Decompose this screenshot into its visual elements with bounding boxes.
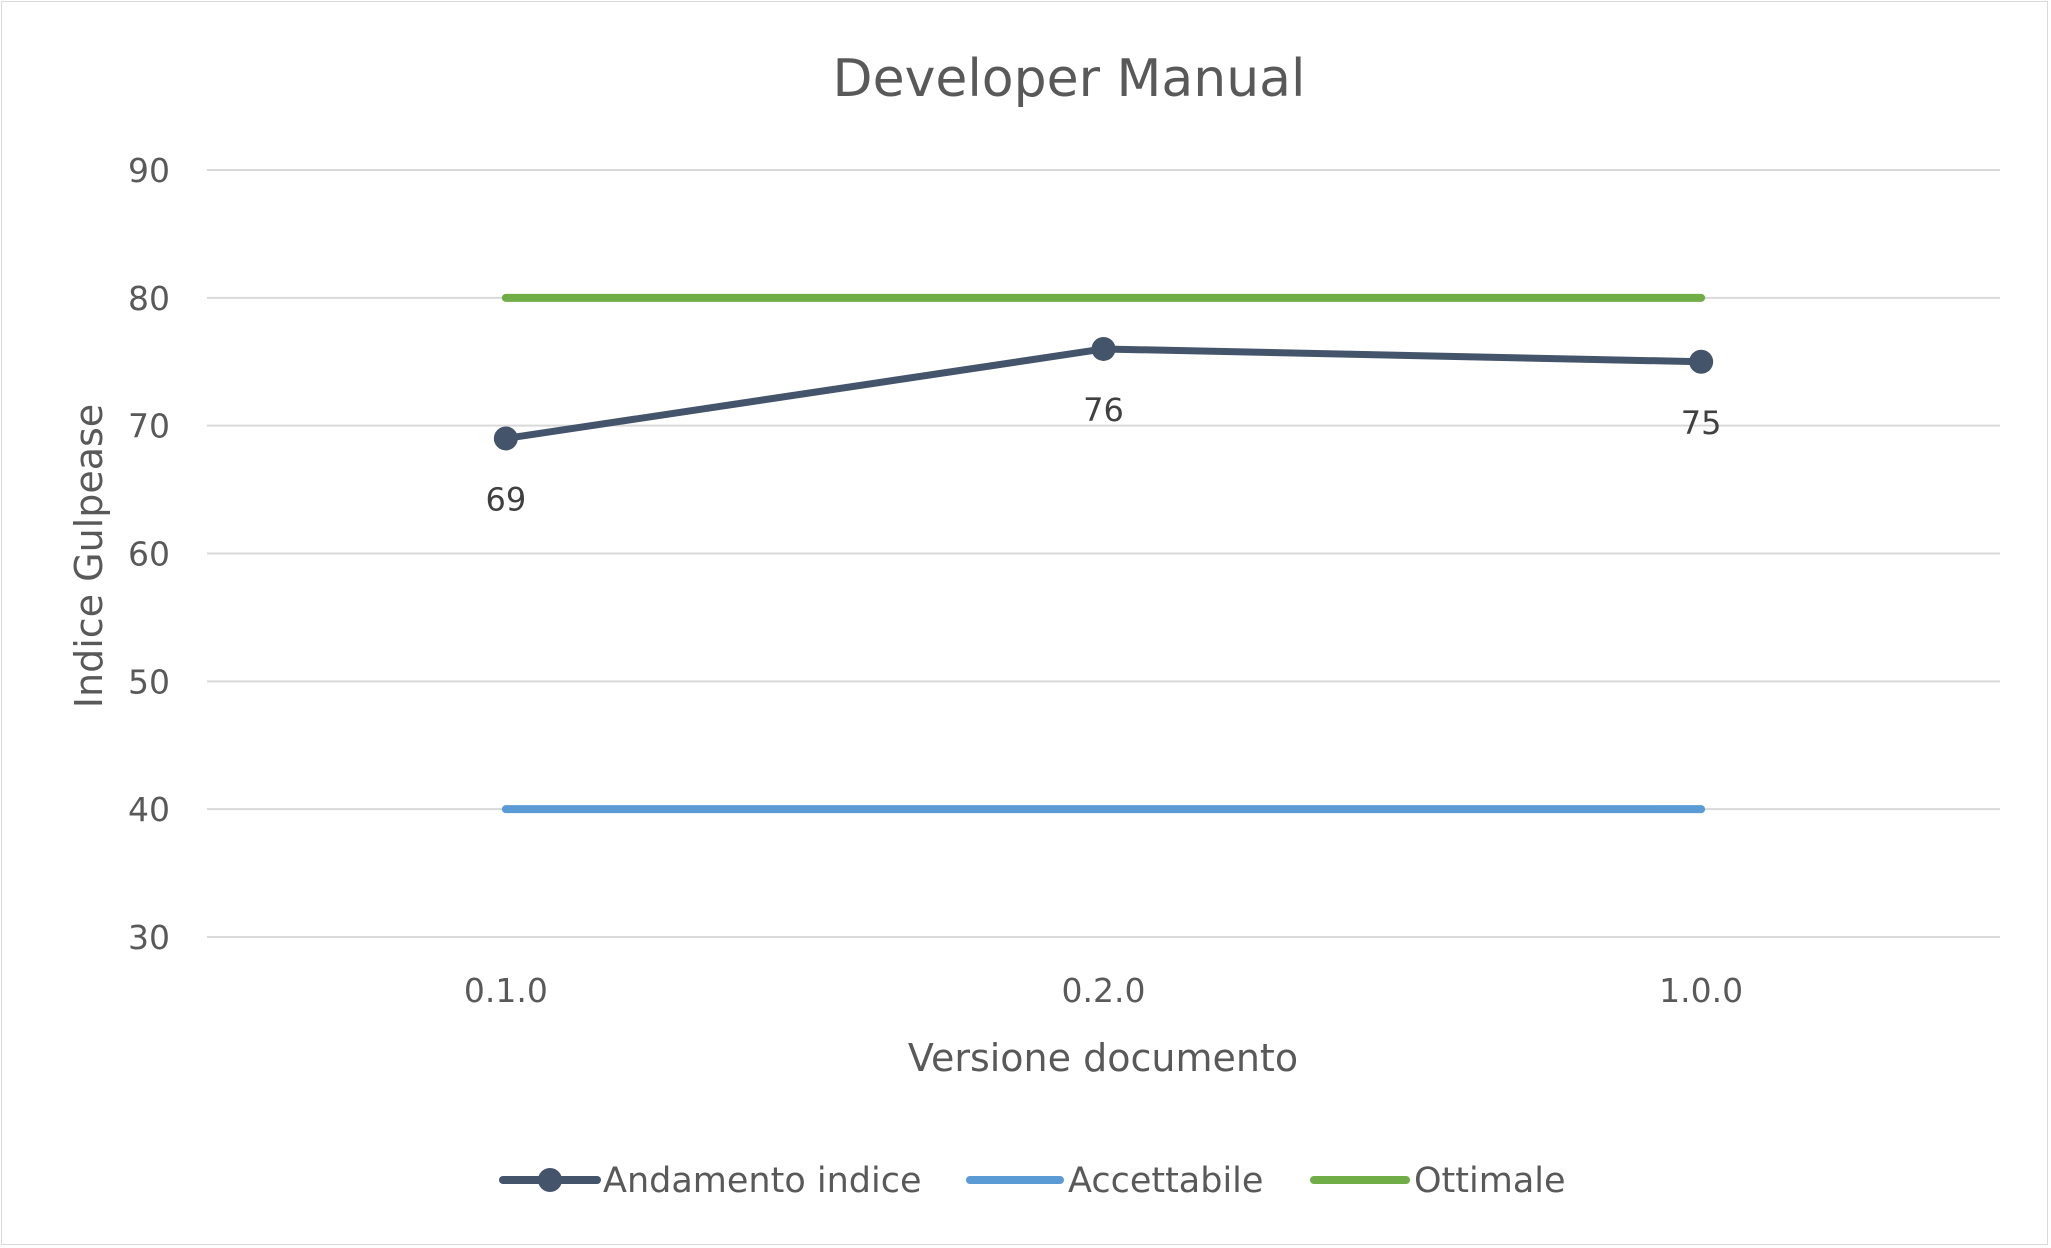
y-tick-label: 90 [128, 151, 170, 190]
legend-marker [538, 1168, 562, 1192]
y-axis-title: Indice Gulpease [67, 404, 111, 708]
legend-item: Accettabile [966, 1161, 1263, 1201]
y-tick-label: 80 [128, 279, 170, 318]
legend: Andamento indice Accettabile Ottimale [499, 1161, 1566, 1201]
legend-item: Andamento indice [499, 1161, 922, 1201]
data-labels: 69 76 75 [485, 391, 1721, 518]
legend-label: Accettabile [1068, 1161, 1263, 1201]
data-point [1689, 349, 1714, 374]
x-axis-title: Versione documento [908, 1036, 1298, 1080]
y-tick-label: 70 [128, 407, 170, 446]
data-point [493, 426, 518, 451]
chart-title: Developer Manual [833, 49, 1306, 109]
legend-label: Andamento indice [603, 1161, 922, 1201]
x-tick-label: 0.1.0 [464, 971, 548, 1010]
y-axis-ticks: 30 40 50 60 70 80 90 [128, 151, 170, 957]
y-tick-label: 60 [128, 535, 170, 574]
legend-item: Ottimale [1310, 1161, 1566, 1201]
data-label: 69 [485, 480, 526, 518]
data-point [1091, 336, 1116, 361]
gridlines [207, 169, 2000, 938]
x-tick-label: 0.2.0 [1062, 971, 1146, 1010]
data-label: 76 [1083, 391, 1124, 429]
data-label: 75 [1681, 404, 1722, 442]
legend-label: Ottimale [1414, 1161, 1566, 1201]
series-lines [493, 293, 1714, 814]
y-tick-label: 50 [128, 662, 170, 701]
y-tick-label: 30 [128, 918, 170, 957]
x-tick-label: 1.0.0 [1659, 971, 1743, 1010]
x-axis-ticks: 0.1.0 0.2.0 1.0.0 [464, 971, 1743, 1010]
y-tick-label: 40 [128, 790, 170, 829]
